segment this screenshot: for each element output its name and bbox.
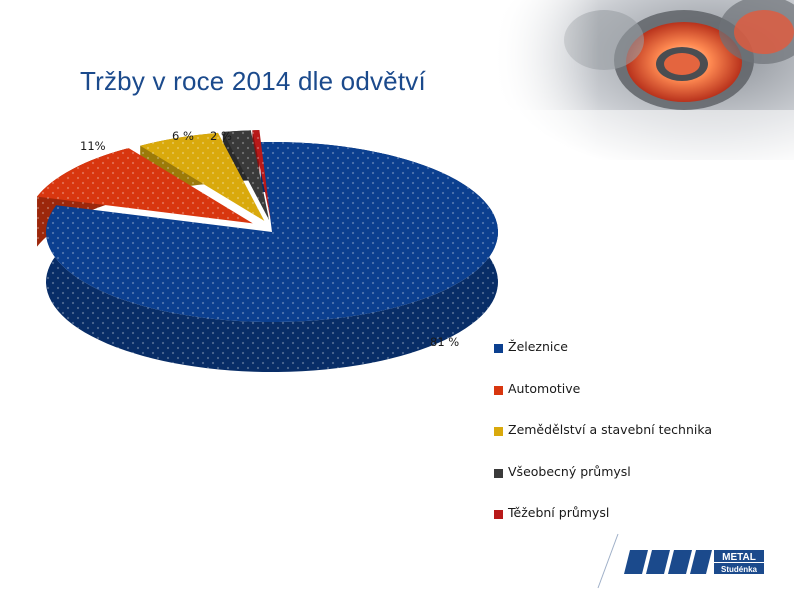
slice-tezebni-prumysl-texture (252, 130, 271, 221)
data-label: 81 % (430, 335, 459, 349)
legend-label: Těžební průmysl (508, 505, 610, 520)
slice-automotive-texture (37, 148, 253, 224)
legend-label: Železnice (508, 339, 568, 354)
legend-label: Automotive (508, 380, 581, 396)
legend-swatch (494, 468, 503, 478)
slice-zeleznice-texture (46, 141, 499, 322)
legend-swatch (494, 510, 503, 519)
legend-swatch (494, 344, 503, 353)
slice-zemedelstvi-a-stavebni-technika-texture (140, 132, 265, 221)
legend-swatch (494, 385, 503, 395)
slice-vseobecny-prumysl-texture (222, 130, 270, 221)
forged-ring-photo (494, 0, 794, 160)
data-label: 2 % (210, 129, 232, 143)
legend-label: Zemědělství a stavební technika (508, 422, 713, 437)
logo-brand: METAL (722, 552, 756, 563)
legend-label: Všeobecný průmysl (508, 463, 631, 479)
data-label: 6 % (172, 129, 194, 143)
legend-swatch (494, 427, 503, 436)
slide-title: Tržby v roce 2014 dle odvětví (80, 66, 426, 96)
data-label: 11% (80, 139, 106, 153)
logo-sub: Studénka (721, 565, 758, 574)
metal-studenka-logo: METAL Studénka (597, 533, 764, 589)
